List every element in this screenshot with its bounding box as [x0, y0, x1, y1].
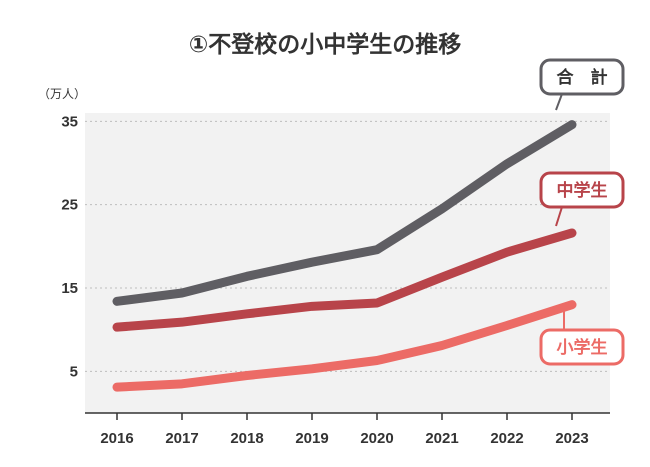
series-name: 合 計 [557, 67, 608, 88]
chart-title: ①不登校の小中学生の推移 [189, 31, 461, 58]
label-box [539, 58, 625, 96]
x-tick-label: 2018 [230, 430, 263, 447]
series-line-0 [112, 120, 577, 306]
x-tick-label: 2023 [555, 430, 588, 447]
x-axis-ticks: 2016 2017 2018 2019 2020 2021 2022 2023 [100, 413, 589, 447]
x-tick-label: 2019 [295, 430, 328, 447]
y-tick-label: 25 [61, 197, 78, 214]
label-box [539, 171, 625, 209]
y-tick-label: 35 [61, 113, 78, 130]
x-tick-label: 2016 [100, 430, 133, 447]
y-axis-ticks: 5 15 25 35 [61, 113, 78, 380]
y-tick-label: 5 [70, 363, 78, 380]
series-name: 中学生 [557, 180, 608, 201]
y-tick-label: 15 [61, 280, 78, 297]
series-label-2: 小学生 [539, 306, 625, 366]
series-lines [112, 120, 577, 392]
series-label-0: 合 計 [539, 58, 625, 111]
x-tick-label: 2022 [490, 430, 523, 447]
series-line-2 [112, 300, 577, 392]
series-line-1 [112, 228, 577, 332]
series-name: 小学生 [557, 337, 608, 358]
x-tick-label: 2020 [360, 430, 393, 447]
x-tick-label: 2017 [165, 430, 198, 447]
label-connector [555, 93, 563, 111]
y-axis-unit-label: （万人） [38, 87, 86, 101]
label-box [539, 328, 625, 366]
x-tick-label: 2021 [425, 430, 458, 447]
series-label-1: 中学生 [539, 171, 625, 227]
label-connector [555, 206, 563, 227]
